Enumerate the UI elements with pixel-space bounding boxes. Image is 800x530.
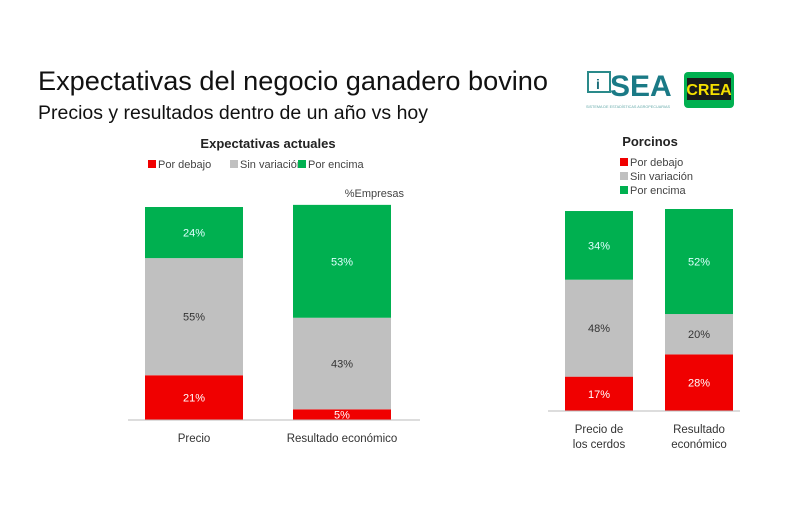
legend-swatch — [298, 160, 306, 168]
bar-sin-variación — [293, 317, 391, 410]
bar-por-encima — [145, 207, 243, 259]
svg-text:SEA: SEA — [610, 70, 672, 103]
crea-logo: CREA — [684, 72, 734, 108]
legend-label: Sin variación — [240, 159, 303, 171]
legend-swatch — [620, 186, 628, 194]
category-label: económico — [671, 439, 727, 451]
data-label: 43% — [331, 359, 353, 371]
bar-por-debajo — [665, 354, 733, 411]
data-label: 20% — [688, 329, 710, 341]
chart-title: Expectativas actuales — [200, 136, 335, 151]
category-label: Resultado económico — [287, 433, 398, 445]
page-title: Expectativas del negocio ganadero bovino — [38, 66, 548, 96]
legend-label: Por encima — [630, 185, 687, 197]
bar-sin-variación — [145, 258, 243, 376]
legend-swatch — [230, 160, 238, 168]
y-axis-label: %Empresas — [345, 188, 405, 200]
data-label: 28% — [688, 378, 710, 390]
bar-sin-variación — [565, 279, 633, 377]
legend-label: Por debajo — [630, 157, 683, 169]
svg-text:CREA: CREA — [686, 82, 732, 99]
legend-label: Sin variación — [630, 171, 693, 183]
bar-por-debajo — [565, 376, 633, 411]
data-label: 34% — [588, 240, 610, 252]
legend-swatch — [620, 172, 628, 180]
data-label: 52% — [688, 257, 710, 269]
data-label: 53% — [331, 256, 353, 268]
bar-sin-variación — [665, 314, 733, 355]
category-label: Precio — [178, 433, 211, 445]
svg-text:SISTEMA DE ESTADÍSTICAS AGROPE: SISTEMA DE ESTADÍSTICAS AGROPECUARIAS — [586, 105, 671, 109]
data-label: 5% — [334, 410, 350, 422]
bar-por-encima — [293, 204, 391, 318]
page-subtitle: Precios y resultados dentro de un año vs… — [38, 103, 429, 124]
category-label: los cerdos — [573, 439, 626, 451]
category-label: Precio de — [575, 424, 624, 436]
legend-swatch — [148, 160, 156, 168]
bar-por-debajo — [145, 375, 243, 420]
bar-por-debajo — [293, 409, 391, 420]
data-label: 21% — [183, 393, 205, 405]
data-label: 24% — [183, 228, 205, 240]
bar-por-encima — [665, 209, 733, 315]
legend-swatch — [620, 158, 628, 166]
svg-text:i: i — [596, 76, 600, 92]
sea-logo: i SEA SISTEMA DE ESTADÍSTICAS AGROPECUAR… — [586, 70, 672, 109]
data-label: 48% — [588, 323, 610, 335]
chart-title: Porcinos — [622, 134, 678, 149]
legend-label: Por encima — [308, 159, 365, 171]
category-label: Resultado — [673, 424, 725, 436]
legend-label: Por debajo — [158, 159, 211, 171]
data-label: 55% — [183, 312, 205, 324]
bar-por-encima — [565, 211, 633, 280]
data-label: 17% — [588, 389, 610, 401]
